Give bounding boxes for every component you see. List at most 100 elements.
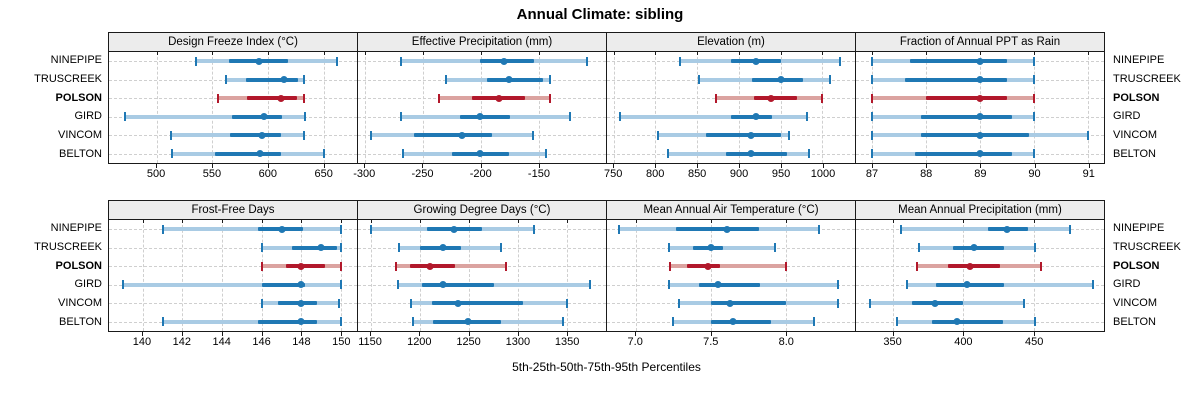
whisker-cap <box>438 93 441 103</box>
site-label: NINEPIPE <box>1113 222 1165 234</box>
site-label: POLSON <box>55 91 102 104</box>
site-label: BELTON <box>59 316 102 329</box>
median-dot <box>476 150 484 158</box>
axis-tick-label: 140 <box>132 336 152 348</box>
axis-tick-label: 88 <box>920 168 933 180</box>
whisker-cap <box>395 261 398 271</box>
axis-tick <box>786 332 788 336</box>
axis-tick-top <box>538 52 540 55</box>
axis-tick-top <box>222 220 224 223</box>
whisker-cap <box>871 130 874 140</box>
axis-tick <box>181 332 183 336</box>
x-axis: 7.0 7.5 8.0 <box>607 332 856 354</box>
axis-tick-label: 7.5 <box>703 336 719 348</box>
whisker-cap <box>679 56 682 66</box>
whisker-cap <box>338 298 341 308</box>
iqr-band-25-75 <box>932 319 1003 324</box>
axis-tick-label: -150 <box>527 168 550 180</box>
whisker-cap <box>409 298 412 308</box>
x-axis: 140 142 144 146 148 150 <box>108 332 357 354</box>
site-label: TRUSCREEK <box>1113 240 1181 253</box>
axis-tick-label: 91 <box>1082 168 1095 180</box>
whisker-cap <box>549 93 552 103</box>
axis-tick-top <box>613 52 615 55</box>
median-dot <box>953 318 961 326</box>
panel-plot <box>109 52 357 163</box>
x-axis: 1150 1200 1250 1300 1350 <box>357 332 606 354</box>
axis-tick-top <box>1087 52 1089 55</box>
whisker-cap <box>369 224 372 234</box>
axis-tick-top <box>182 220 184 223</box>
iqr-band-25-75 <box>705 133 781 138</box>
whisker-cap <box>335 56 338 66</box>
median-dot <box>297 281 305 289</box>
axis-tick-label: 1250 <box>456 336 481 348</box>
panel: Mean Annual Air Temperature (°C) <box>606 200 856 332</box>
whisker-cap <box>678 298 681 308</box>
axis-tick-top <box>566 220 568 223</box>
x-axis: 750 800 850 900 950 1000 <box>604 164 856 186</box>
panel-title: Mean Annual Precipitation (mm) <box>856 201 1104 220</box>
gridline-vertical <box>323 52 325 163</box>
axis-tick <box>567 332 569 336</box>
axis-tick-top <box>963 220 965 223</box>
median-dot <box>976 113 984 121</box>
gridline-vertical <box>1033 52 1035 163</box>
gridline-vertical <box>301 220 303 331</box>
whisker-cap <box>171 149 174 159</box>
whisker-cap <box>817 224 820 234</box>
panel-title: Mean Annual Air Temperature (°C) <box>607 201 855 220</box>
axis-tick-top <box>635 220 637 223</box>
gridline-vertical <box>710 220 712 331</box>
axis-tick <box>156 164 158 168</box>
whisker-band-5-95 <box>901 227 1071 232</box>
whisker-cap <box>569 112 572 122</box>
whisker-band-5-95 <box>124 114 305 119</box>
gridline-vertical <box>872 52 874 163</box>
whisker-cap <box>871 56 874 66</box>
axis-tick-top <box>364 52 366 55</box>
whisker-cap <box>820 93 823 103</box>
median-dot <box>255 57 263 65</box>
axis-tick-top <box>822 52 824 55</box>
axis-tick <box>370 332 372 336</box>
site-label: GIRD <box>1113 110 1141 123</box>
whisker-cap <box>445 75 448 85</box>
axis-tick <box>1034 164 1036 168</box>
whisker-cap <box>618 224 621 234</box>
iqr-band-25-75 <box>413 133 493 138</box>
gridline-vertical <box>697 52 699 163</box>
panel-title: Elevation (m) <box>607 33 855 52</box>
site-label: VINCOM <box>58 297 102 310</box>
axis-tick-top <box>156 52 158 55</box>
iqr-band-25-75 <box>953 245 1004 250</box>
whisker-cap <box>1033 243 1036 253</box>
axis-tick-top <box>892 220 894 223</box>
iqr-band-25-75 <box>753 96 797 101</box>
whisker-cap <box>837 280 840 290</box>
iqr-band-25-75 <box>710 301 786 306</box>
axis-tick <box>697 164 699 168</box>
axis-tick <box>419 332 421 336</box>
whisker-band-5-95 <box>619 114 807 119</box>
axis-tick-label: 950 <box>771 168 791 180</box>
whisker-band-5-95 <box>162 227 342 232</box>
iqr-band-25-75 <box>710 319 771 324</box>
gridline-vertical <box>468 220 470 331</box>
whisker-cap <box>805 112 808 122</box>
whisker-cap <box>697 75 700 85</box>
axis-tick-label: 142 <box>172 336 191 348</box>
axis-tick-label: 500 <box>146 168 166 180</box>
row-gap <box>0 186 1200 200</box>
whisker-cap <box>838 56 841 66</box>
whisker-cap <box>303 112 306 122</box>
site-label: GIRD <box>74 278 103 291</box>
axis-tick-top <box>738 52 740 55</box>
gridline-vertical <box>1087 52 1089 163</box>
gridline-vertical <box>212 52 214 163</box>
axis-tick-top <box>341 220 343 223</box>
gridline-vertical <box>738 52 740 163</box>
site-label: VINCOM <box>58 129 102 142</box>
whisker-cap <box>302 93 305 103</box>
